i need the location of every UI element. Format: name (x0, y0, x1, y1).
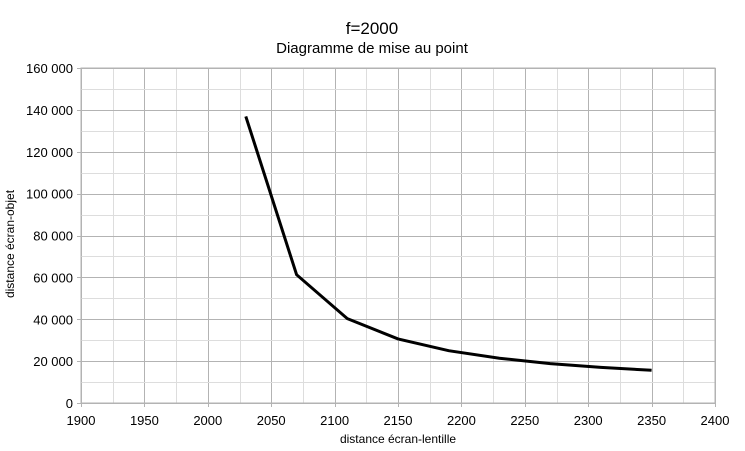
x-tick-label: 2100 (320, 413, 349, 428)
x-tick-label: 2000 (193, 413, 222, 428)
x-tick-label: 1900 (67, 413, 96, 428)
chart-subtitle: Diagramme de mise au point (276, 40, 469, 57)
y-axis-label: distance écran-objet (3, 189, 17, 298)
x-tick-label: 2300 (574, 413, 603, 428)
x-tick-label: 2050 (257, 413, 286, 428)
y-tick-label: 40 000 (33, 312, 73, 327)
y-tick-label: 0 (66, 396, 73, 411)
y-tick-label: 120 000 (26, 145, 73, 160)
y-tick-label: 20 000 (33, 354, 73, 369)
series-line (244, 115, 652, 372)
y-tick-label: 160 000 (26, 61, 73, 76)
y-tick-label: 60 000 (33, 270, 73, 285)
x-tick-label: 2400 (701, 413, 730, 428)
vertical-gridlines (81, 68, 716, 403)
chart-title: f=2000 (346, 19, 398, 38)
x-tick-label: 2200 (447, 413, 476, 428)
x-tick-label: 2250 (510, 413, 539, 428)
x-tick-label: 2350 (637, 413, 666, 428)
x-axis-label: distance écran-lentille (340, 432, 456, 446)
y-tick-label: 80 000 (33, 229, 73, 244)
y-tick-label: 140 000 (26, 103, 73, 118)
x-tick-label: 2150 (384, 413, 413, 428)
x-tick-labels: 1900 1950 2000 2050 2100 2150 2200 2250 2300 2350… (67, 403, 730, 428)
y-tick-labels: 0 20 000 40 000 60 000 80 000 100 000 120 000 1… (26, 61, 81, 411)
x-tick-label: 1950 (130, 413, 159, 428)
y-tick-label: 100 000 (26, 187, 73, 202)
